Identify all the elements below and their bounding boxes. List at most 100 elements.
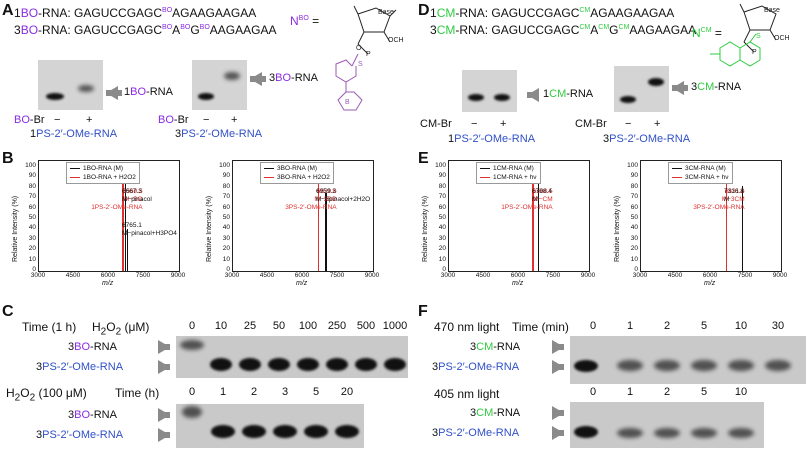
legend-entry: 1CM-RNA (M)	[480, 164, 537, 173]
ms-peak	[537, 182, 540, 271]
y-tick-label: 30	[222, 234, 230, 242]
c-row2-reagent: H2O2 (100 μM)	[6, 386, 87, 404]
gel-arrow-icon	[552, 426, 564, 440]
gel-arrow-icon	[250, 72, 262, 86]
y-tick-label: 30	[438, 234, 446, 242]
panel-label-a: A	[2, 2, 14, 19]
ms-annotation-black: 6959.3 M−3pinacol+2H2O	[316, 188, 370, 204]
ncm-equals: NCM =	[692, 26, 722, 40]
legend-text: 3BO-RNA + H2O2	[277, 174, 330, 181]
gel-label-3cm-rna: 3CM-RNA	[691, 81, 742, 93]
x-tick-label: 4500	[259, 272, 275, 279]
gel-band	[728, 428, 754, 438]
reagent-bo-br-1: BO-Br	[14, 114, 45, 126]
gel-band	[304, 425, 328, 438]
x-tick-label: 3000	[30, 272, 46, 279]
struct-och3-label: OCH	[388, 37, 404, 44]
y-tick-label: 10	[222, 255, 230, 263]
f-row1-time: Time (min)	[512, 320, 569, 334]
sequence-1cm: 1CM-RNA: GAGUCCGAGCCMAGAAGAAGAA	[430, 6, 675, 20]
lane-plus: +	[500, 118, 507, 130]
y-tick-label: 40	[222, 224, 230, 232]
y-tick-label: 100	[25, 162, 36, 169]
sequence-1bo: 1BO-RNA: GAGUCCGAGCBOAGAAGAAGAA	[14, 6, 257, 20]
y-tick-label: 60	[28, 203, 36, 211]
column-label: 500	[356, 320, 376, 332]
y-tick-label: 30	[630, 234, 638, 242]
column-label: 1	[626, 320, 634, 332]
panel-label-e: E	[418, 150, 429, 167]
y-tick-label: 80	[630, 182, 638, 190]
y-tick-label: 30	[28, 234, 36, 242]
column-label: 25	[243, 320, 257, 332]
gel-a-3bo	[192, 60, 247, 110]
y-tick-label: 10	[438, 255, 446, 263]
annotation-text: M−BO	[124, 196, 143, 203]
column-label: 50	[272, 320, 286, 332]
gel-arrow-icon	[527, 88, 539, 102]
struct-s-label: S	[358, 61, 363, 68]
gel-arrow-icon	[158, 408, 170, 422]
gel-arrow-icon	[552, 340, 564, 354]
f-lab-3ps-1: 3PS-2′-OMe-RNA	[432, 361, 520, 373]
gel-band	[268, 358, 290, 371]
y-axis-label: Relative Intensity (%)	[422, 195, 429, 262]
reagent-cm-br-1: CM-Br	[420, 118, 452, 130]
annotation-text: 1PS-2′-OMe-RNA	[501, 204, 553, 211]
gel-band	[654, 360, 680, 371]
annotation-text: M−3CM	[721, 196, 745, 203]
annotation-text: 6568.5	[532, 188, 553, 195]
y-tick-label: 20	[438, 245, 446, 253]
c-lab-3ps-2: 3PS-2′-OMe-RNA	[36, 429, 124, 441]
x-tick-label: 7500	[737, 272, 753, 279]
y-tick-label: 70	[630, 193, 638, 201]
reagent-bo-br-2: BO-Br	[158, 114, 189, 126]
f-lab-3ps-2: 3PS-2′-OMe-RNA	[432, 427, 520, 439]
y-tick-label: 60	[630, 203, 638, 211]
gel-band	[239, 358, 261, 371]
ms-plot-area	[448, 160, 590, 272]
f-row1-light: 470 nm light	[434, 320, 500, 334]
gel-band	[728, 360, 754, 371]
struct-b-label: B	[345, 99, 350, 106]
ms-annotation-black: 7316.8 M	[724, 188, 744, 204]
panel-label-c: C	[2, 303, 14, 320]
f-row2-light: 405 nm light	[434, 387, 500, 401]
y-tick-label: 100	[219, 162, 230, 169]
column-label: 2	[663, 320, 671, 332]
ms-peak	[124, 179, 127, 271]
gel-label-1bo-rna: 1BO-RNA	[124, 86, 173, 98]
ps-3-label: 3PS-2′-OMe-RNA	[175, 128, 263, 140]
gel-band	[384, 358, 406, 371]
legend-text: 1BO-RNA (M)	[83, 165, 124, 172]
ps-1-label-d: 1PS-2′-OMe-RNA	[448, 133, 536, 145]
struct-och3-label: OCH	[774, 35, 790, 42]
x-tick-label: 6000	[294, 272, 310, 279]
gel-band	[494, 94, 510, 101]
ms-annotation-red: 6629.6 M−3BO 3PS-2′-OMe-RNA	[285, 188, 336, 212]
ms-peak	[122, 167, 124, 271]
ms-annotation-black: 6765.1 M−pinacol+H3PO4	[122, 222, 177, 238]
annotation-text: 6765.1	[122, 222, 142, 229]
ms-peak	[741, 185, 744, 271]
c-row1-reagent: H2O2 (μM)	[92, 320, 150, 338]
legend-entry: 3CM-RNA + hν	[672, 173, 729, 182]
x-tick-label: 9000	[772, 272, 788, 279]
y-tick-label: 0	[226, 266, 230, 273]
y-axis-label: Relative Intensity (%)	[12, 195, 19, 262]
ms-legend: 3BO-RNA (M) 3BO-RNA + H2O2	[260, 162, 334, 184]
gel-band	[224, 72, 240, 80]
annotation-text: 1PS-2′-OMe-RNA	[91, 204, 143, 211]
gel-arrow-icon	[158, 360, 170, 374]
y-tick-label: 40	[28, 224, 36, 232]
ms-peak	[325, 193, 327, 271]
lane-minus: −	[54, 114, 61, 126]
x-tick-label: 7500	[545, 272, 561, 279]
legend-text: 1CM-RNA + hν	[493, 174, 537, 181]
ms-peak	[532, 167, 534, 271]
legend-entry: 3BO-RNA (M)	[264, 164, 330, 173]
y-tick-label: 70	[28, 193, 36, 201]
x-axis-label: m/z	[512, 280, 524, 287]
legend-swatch	[70, 167, 80, 169]
x-tick-label: 6000	[702, 272, 718, 279]
